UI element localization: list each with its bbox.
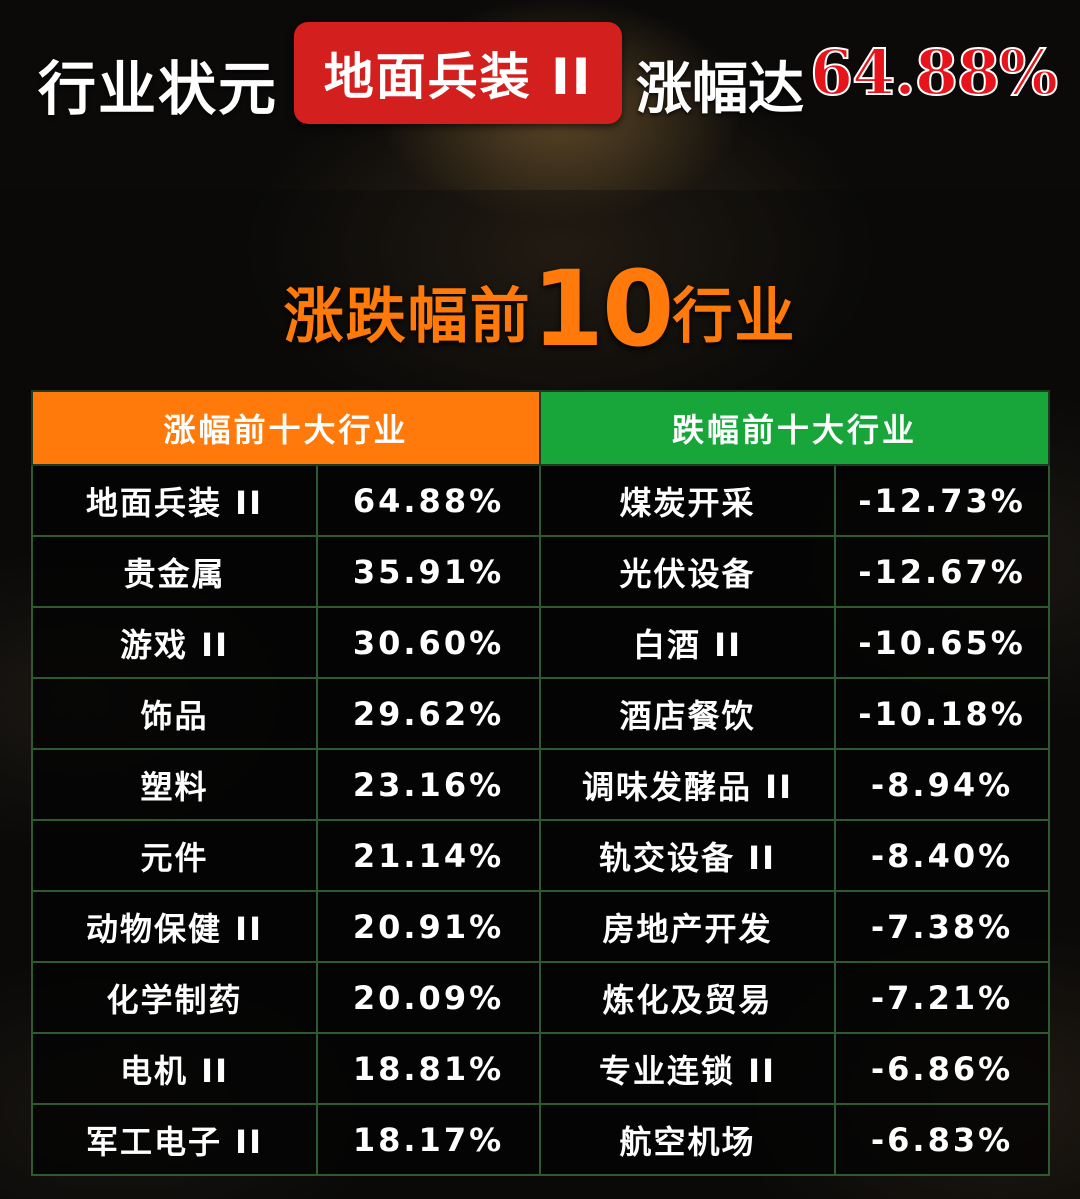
table-row: 电机 II 18.81% 专业连锁 II -6.86% — [31, 1032, 1051, 1105]
gainer-change: 23.16% — [315, 748, 542, 821]
title-number: 10 — [531, 248, 675, 370]
loser-change: -6.86% — [834, 1032, 1051, 1105]
gainer-change: 64.88% — [315, 464, 542, 537]
table-row: 军工电子 II 18.17% 航空机场 -6.83% — [31, 1103, 1051, 1176]
gainer-name: 饰品 — [31, 677, 318, 750]
page-title: 涨跌幅前10行业 — [0, 240, 1080, 370]
loser-name: 调味发酵品 II — [539, 748, 837, 821]
loser-change: -12.67% — [834, 535, 1051, 608]
table-row: 贵金属 35.91% 光伏设备 -12.67% — [31, 535, 1051, 608]
title-part2: 行业 — [672, 282, 797, 352]
loser-name: 煤炭开采 — [539, 464, 837, 537]
header-prefix: 行业状元 — [38, 55, 279, 123]
gainer-name: 动物保健 II — [31, 890, 318, 963]
gainer-change: 21.14% — [315, 819, 542, 892]
loser-change: -8.40% — [834, 819, 1051, 892]
gainer-name: 塑料 — [31, 748, 318, 821]
loser-name: 轨交设备 II — [539, 819, 837, 892]
table-row: 饰品 29.62% 酒店餐饮 -10.18% — [31, 677, 1051, 750]
header-banner: 行业状元 地面兵装 II 涨幅达 64.88% — [0, 0, 1080, 150]
table-row: 化学制药 20.09% 炼化及贸易 -7.21% — [31, 961, 1051, 1034]
loser-name: 房地产开发 — [539, 890, 837, 963]
gainer-name: 元件 — [31, 819, 318, 892]
gainer-name: 游戏 II — [31, 606, 318, 679]
loser-name: 专业连锁 II — [539, 1032, 837, 1105]
loser-change: -7.21% — [834, 961, 1051, 1034]
table-header-row: 涨幅前十大行业 跌幅前十大行业 — [30, 390, 1051, 466]
header-suffix: 涨幅达 — [636, 56, 804, 122]
gainer-name: 地面兵装 II — [31, 464, 318, 537]
loser-name: 航空机场 — [539, 1103, 837, 1176]
header-value: 64.88% — [809, 35, 1059, 110]
gainers-header: 涨幅前十大行业 — [30, 390, 542, 466]
title-part1: 涨跌幅前 — [283, 282, 532, 352]
loser-name: 光伏设备 — [539, 535, 837, 608]
table-row: 动物保健 II 20.91% 房地产开发 -7.38% — [31, 890, 1051, 963]
losers-header: 跌幅前十大行业 — [539, 390, 1051, 466]
table-row: 元件 21.14% 轨交设备 II -8.40% — [31, 819, 1051, 892]
gainer-name: 电机 II — [31, 1032, 318, 1105]
gainer-change: 18.81% — [315, 1032, 542, 1105]
gainer-change: 30.60% — [315, 606, 542, 679]
gainer-change: 20.91% — [315, 890, 542, 963]
gainer-change: 18.17% — [315, 1103, 542, 1176]
table-row: 游戏 II 30.60% 白酒 II -10.65% — [31, 606, 1051, 679]
loser-change: -10.65% — [834, 606, 1051, 679]
header-badge: 地面兵装 II — [294, 22, 622, 124]
table-row: 塑料 23.16% 调味发酵品 II -8.94% — [31, 748, 1051, 821]
ranking-table: 涨幅前十大行业 跌幅前十大行业 地面兵装 II 64.88% 煤炭开采 -12.… — [30, 390, 1051, 1176]
gainer-name: 军工电子 II — [31, 1103, 318, 1176]
loser-change: -12.73% — [834, 464, 1051, 537]
gainer-change: 20.09% — [315, 961, 542, 1034]
loser-change: -8.94% — [834, 748, 1051, 821]
table-row: 地面兵装 II 64.88% 煤炭开采 -12.73% — [31, 464, 1051, 537]
gainer-name: 化学制药 — [31, 961, 318, 1034]
loser-name: 炼化及贸易 — [539, 961, 837, 1034]
loser-change: -7.38% — [834, 890, 1051, 963]
gainer-change: 29.62% — [315, 677, 542, 750]
loser-name: 酒店餐饮 — [539, 677, 837, 750]
loser-name: 白酒 II — [539, 606, 837, 679]
loser-change: -10.18% — [834, 677, 1051, 750]
gainer-name: 贵金属 — [31, 535, 318, 608]
loser-change: -6.83% — [834, 1103, 1051, 1176]
gainer-change: 35.91% — [315, 535, 542, 608]
